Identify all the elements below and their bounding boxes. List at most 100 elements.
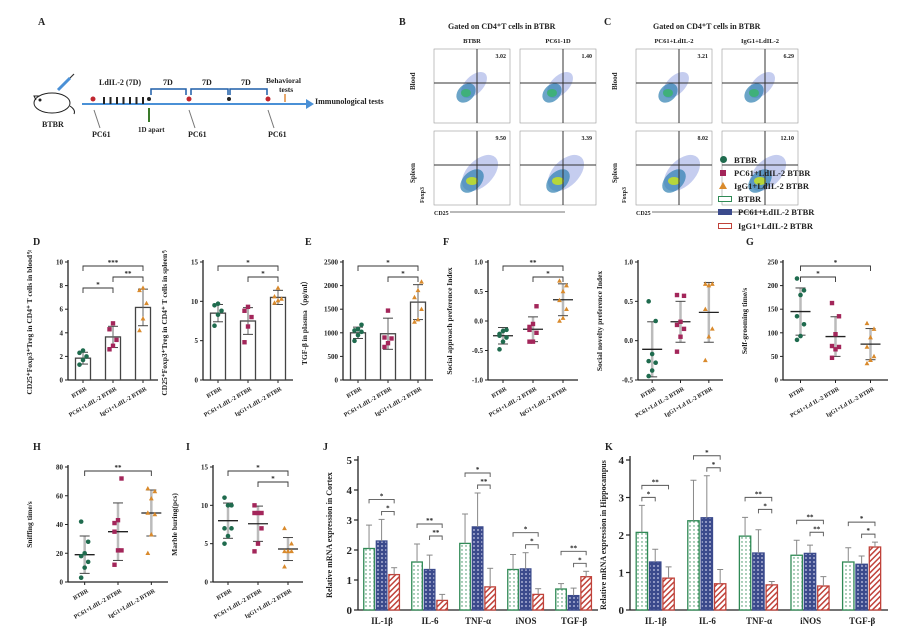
- significance-bracket: [744, 496, 773, 502]
- panel-label-e: E: [305, 237, 312, 248]
- timeline-diagram: BTBR LdIL-2 (7D) 7D 7D 7D Behavioral tes…: [33, 73, 314, 139]
- data-point-square: [119, 548, 124, 553]
- data-point-square: [112, 520, 117, 526]
- data-point-square: [678, 334, 683, 339]
- bar-igg1: [580, 576, 593, 611]
- x-tick-label: TNF-α: [746, 616, 772, 626]
- y-tick-label: 1.0: [474, 259, 483, 267]
- flow-density-core: [668, 177, 680, 185]
- data-point-triangle: [864, 320, 870, 326]
- row-label-blood: Blood: [409, 72, 417, 90]
- significance-bracket: [112, 276, 144, 282]
- x-tick-label: TGF-β: [561, 616, 587, 626]
- bar-pc61: [752, 552, 765, 611]
- significance-bracket: [416, 523, 443, 528]
- significance-label: *: [712, 461, 716, 469]
- ldil2-ticks: [103, 97, 144, 104]
- flow-density-core: [749, 89, 759, 97]
- significance-label: *: [816, 270, 820, 278]
- data-point-square: [681, 293, 687, 299]
- y-axis-label: Social approach preference Index: [445, 267, 454, 375]
- bar-pc61: [648, 561, 662, 611]
- bar-btbr: [790, 554, 803, 611]
- data-point-square: [242, 308, 247, 313]
- significance-bracket: [357, 265, 419, 271]
- quadrant-value: 12.10: [781, 136, 795, 142]
- data-point-square: [245, 324, 251, 329]
- significance-bracket: [847, 521, 876, 527]
- data-point-square: [252, 510, 257, 516]
- panel-label-h: H: [33, 442, 41, 453]
- panel-label-c: C: [604, 17, 612, 28]
- data-point-circle: [504, 327, 509, 333]
- y-tick-label: 1: [347, 575, 353, 587]
- data-point-square: [249, 314, 254, 320]
- significance-bracket: [641, 484, 670, 490]
- significance-label: *: [530, 538, 534, 546]
- y-tick-label: 8: [60, 282, 64, 290]
- data-point-triangle: [415, 287, 421, 293]
- flow-column-label: PC61+LdIL-2: [654, 38, 693, 45]
- data-point-triangle: [144, 300, 149, 306]
- data-point-square: [242, 340, 247, 345]
- data-point-triangle: [419, 306, 424, 311]
- data-point-triangle: [272, 300, 277, 305]
- significance-label: **: [426, 517, 434, 525]
- x-tick-label: IL-1β: [371, 616, 393, 626]
- bar-btbr: [841, 561, 855, 611]
- significance-label: **: [813, 525, 821, 533]
- significance-label: *: [834, 259, 838, 267]
- data-point-circle: [649, 351, 655, 357]
- data-point-circle: [85, 539, 91, 545]
- y-tick-label: 3: [347, 515, 353, 527]
- data-point-circle: [500, 328, 506, 334]
- data-point-square: [259, 510, 264, 516]
- ldil2-tick: [103, 97, 105, 104]
- significance-bracket: [82, 265, 144, 271]
- significance-label: *: [647, 490, 651, 498]
- significance-label: *: [867, 527, 871, 535]
- data-point-circle: [215, 301, 221, 306]
- data-point-circle: [497, 333, 502, 339]
- data-point-circle: [801, 322, 807, 327]
- syringe-icon: [56, 73, 75, 92]
- y-tick-label: 0: [335, 377, 339, 385]
- data-point-triangle: [709, 326, 715, 331]
- x-tick-label: IgG1+Ld IL-2 BTBR: [664, 386, 715, 419]
- data-point-circle: [84, 354, 89, 359]
- y-tick-label: 6: [60, 306, 64, 314]
- y-axis-label: Self-grooming time/s: [740, 288, 749, 354]
- data-point-triangle: [279, 296, 284, 301]
- x-tick-label: PC61+Ld IL-2 BTBR: [634, 386, 686, 419]
- data-point-square: [107, 327, 112, 332]
- y-tick-label: 0: [347, 605, 353, 617]
- flow-density-core: [552, 177, 564, 185]
- data-point-circle: [212, 323, 217, 329]
- flow-plot-frame: [433, 130, 511, 206]
- y-tick-label: 60: [56, 492, 64, 500]
- y-tick-label: 5: [347, 455, 353, 467]
- significance-label: *: [386, 504, 390, 512]
- data-point-triangle: [145, 485, 151, 491]
- legend-label: BTBR: [734, 154, 758, 165]
- data-point-triangle: [415, 316, 421, 322]
- y-tick-label: 5: [205, 540, 209, 548]
- data-point-triangle: [148, 531, 154, 537]
- y-tick-label: 500: [328, 353, 339, 361]
- data-point-circle: [352, 338, 357, 344]
- significance-label: *: [271, 475, 275, 483]
- data-point-circle: [222, 541, 227, 546]
- data-point-square: [252, 503, 257, 508]
- bar-btbr: [635, 531, 649, 611]
- data-point-triangle: [289, 541, 294, 546]
- data-point-triangle: [282, 548, 287, 554]
- data-point-square: [678, 319, 683, 324]
- data-point-square: [829, 300, 835, 306]
- data-point-square: [534, 304, 539, 309]
- panel-label-i: I: [186, 442, 190, 453]
- data-point-square: [829, 343, 835, 349]
- bar: [209, 312, 227, 381]
- data-point-circle: [653, 360, 658, 365]
- legend-item: PC61+LdIL-2 BTBR: [718, 206, 814, 219]
- significance-label: **: [807, 513, 815, 521]
